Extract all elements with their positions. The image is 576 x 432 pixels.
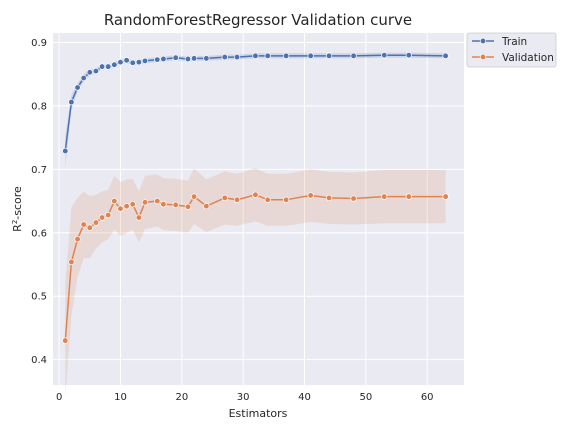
y-tick-label: 0.7 [31, 165, 47, 176]
train-point [117, 59, 124, 66]
train-point [190, 55, 198, 62]
y-tick-label: 0.5 [31, 292, 47, 303]
x-tick-label: 10 [114, 392, 127, 403]
validation-point [154, 197, 161, 205]
validation-point [74, 235, 81, 243]
validation-point [282, 196, 290, 203]
train-point [184, 55, 192, 63]
validation-point [68, 258, 75, 266]
validation-point [123, 202, 130, 210]
train-point [98, 63, 106, 70]
y-axis-label-rest: -score [11, 186, 24, 220]
validation-point [442, 193, 449, 200]
train-point [74, 84, 81, 91]
validation-point [190, 193, 198, 200]
train-point [325, 52, 333, 59]
validation-point [86, 224, 93, 231]
x-tick-labels: 0 10 20 30 40 50 60 [56, 392, 434, 403]
x-axis-label: Estimators [229, 407, 288, 420]
validation-confidence-band [65, 168, 446, 398]
y-tick-label: 0.8 [31, 101, 47, 112]
x-tick-label: 20 [175, 392, 188, 403]
legend: Train Validation [466, 32, 557, 68]
x-tick-label: 30 [237, 392, 250, 403]
train-point [405, 52, 412, 59]
train-point [123, 57, 130, 64]
train-point [203, 55, 210, 62]
train-point [307, 52, 314, 59]
validation-point [264, 196, 271, 203]
validation-point [325, 194, 333, 202]
train-point [172, 54, 179, 61]
validation-point [129, 201, 136, 208]
validation-point [172, 201, 179, 209]
validation-point [80, 221, 87, 228]
x-tick-label: 40 [298, 392, 311, 403]
train-point [221, 53, 228, 61]
validation-point [221, 194, 228, 202]
validation-point [350, 195, 357, 202]
y-tick-labels: 0.4 0.5 0.6 0.7 0.8 0.9 [31, 38, 47, 366]
x-tick-label: 0 [56, 392, 62, 403]
train-point [141, 57, 149, 65]
validation-point [252, 191, 259, 198]
validation-point [141, 199, 149, 206]
train-point [282, 52, 290, 59]
validation-point [105, 211, 112, 219]
train-point [381, 52, 388, 59]
train-point [233, 53, 241, 61]
chart-title: RandomForestRegressor Validation curve [104, 11, 412, 29]
series-markers [62, 52, 449, 344]
legend-validation-label: Validation [502, 52, 554, 64]
legend-train-label: Train [501, 36, 527, 48]
y-tick-label: 0.9 [31, 38, 47, 49]
train-point [92, 67, 100, 75]
validation-point [203, 202, 210, 210]
validation-point [160, 201, 167, 208]
train-point [62, 147, 69, 155]
y-tick-label: 0.6 [31, 228, 47, 239]
validation-point [62, 337, 69, 344]
legend-train-marker [479, 37, 487, 45]
validation-point [233, 196, 241, 203]
validation-point [98, 214, 106, 221]
train-point [129, 59, 136, 66]
y-axis-label-main: R [11, 224, 24, 232]
train-point [350, 52, 357, 59]
train-point [135, 59, 143, 66]
validation-point [92, 219, 100, 226]
y-tick-label: 0.4 [31, 355, 47, 366]
train-point [252, 52, 259, 59]
validation-point [381, 193, 388, 200]
train-point [154, 56, 161, 63]
x-tick-label: 50 [359, 392, 372, 403]
validation-point [307, 192, 314, 199]
train-point [264, 52, 271, 59]
train-point [86, 69, 93, 76]
x-tick-label: 60 [421, 392, 434, 403]
validation-point [135, 214, 143, 221]
validation-point [117, 205, 124, 212]
train-point [105, 63, 112, 70]
train-point [111, 61, 118, 68]
confidence-bands [65, 52, 446, 398]
legend-validation-marker [479, 53, 487, 61]
validation-point [405, 193, 412, 200]
train-point [68, 98, 75, 106]
train-point [442, 52, 449, 59]
train-point [160, 55, 167, 63]
validation-point [184, 203, 192, 210]
y-axis-label: R2-score [11, 186, 24, 232]
validation-point [111, 197, 118, 205]
y-axis-label-superscript: 2 [11, 220, 19, 224]
train-point [80, 74, 87, 82]
